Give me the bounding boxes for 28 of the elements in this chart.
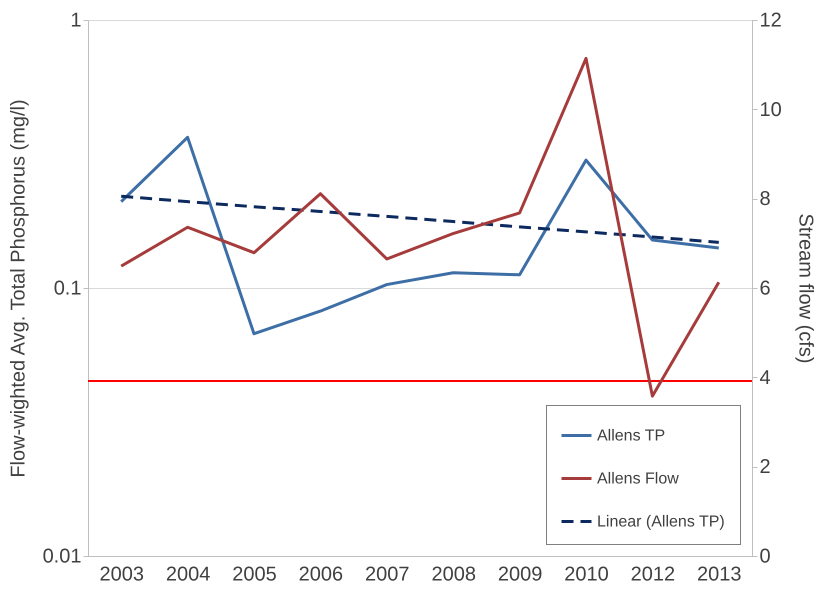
line-series (120, 136, 720, 336)
x-tick-label: 2010 (564, 564, 609, 586)
x-tick-label: 2009 (498, 564, 542, 586)
x-tick-label: 2007 (365, 564, 410, 586)
y2-tick-label: 10 (760, 98, 782, 121)
y-tick-label: 1 (70, 10, 82, 32)
line-series (120, 56, 720, 398)
line-series (120, 194, 720, 244)
y2-tick-label: 6 (760, 278, 771, 300)
y2-tick-label: 0 (760, 546, 771, 568)
x-tick-label: 2006 (298, 564, 344, 586)
y-tick-label: 0.01 (42, 546, 82, 568)
x-tick-label: 2003 (99, 564, 144, 586)
x-tick-label: 2013 (697, 564, 742, 586)
x-tick-label: 2008 (431, 564, 476, 586)
x-tick-label: 2005 (232, 564, 277, 586)
y-tick-label: 0.1 (54, 278, 82, 300)
y2-axis-title: Stream flow (cfs) (794, 213, 817, 364)
y2-tick-label: 8 (760, 188, 771, 210)
legend-label: Linear (Allens TP) (597, 514, 725, 530)
x-tick-label: 2012 (630, 564, 676, 586)
y2-tick-label: 4 (760, 366, 771, 389)
x-tick-label: 2004 (166, 564, 210, 586)
legend-label: Allens TP (597, 428, 666, 444)
y2-tick-label: 2 (760, 456, 771, 478)
y2-tick-label: 12 (760, 10, 782, 32)
y-axis-title: Flow-wighted Avg. Total Phosphorus (mg/l) (8, 99, 30, 478)
legend-label: Allens Flow (597, 470, 680, 488)
